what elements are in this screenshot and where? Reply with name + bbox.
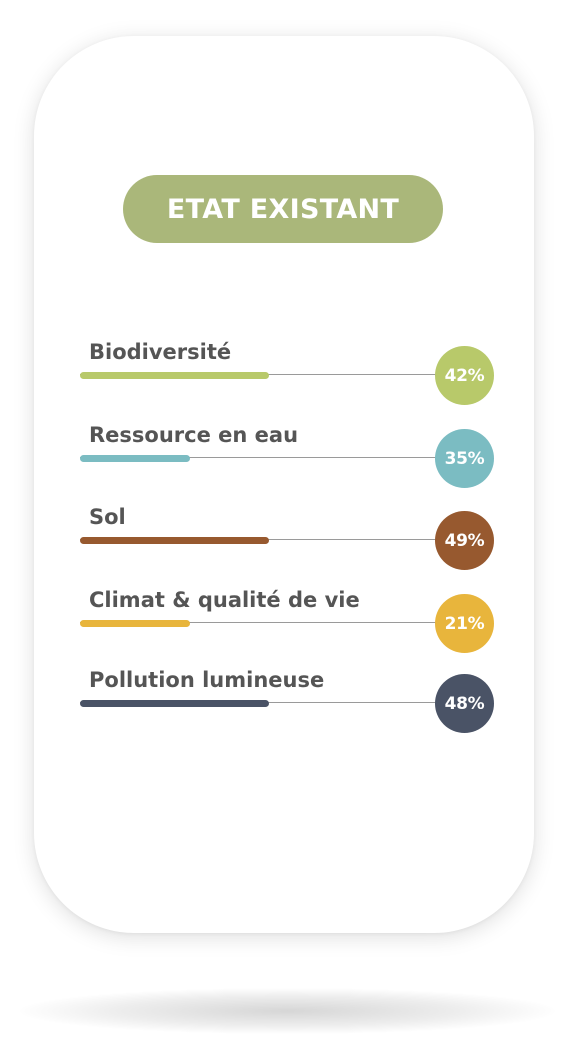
- metric-bar-fill: [80, 455, 190, 462]
- metric-bar-fill: [80, 620, 190, 627]
- metric-bar-fill: [80, 372, 269, 379]
- metric-label: Sol: [89, 505, 126, 529]
- metric-percent-badge: 48%: [435, 674, 494, 733]
- metric-sol: Sol 49%: [80, 505, 495, 570]
- metric-track: [80, 622, 465, 623]
- metric-track: [80, 374, 465, 375]
- metric-track: [80, 702, 465, 703]
- metric-label: Ressource en eau: [89, 423, 299, 447]
- metric-percent-badge: 49%: [435, 511, 494, 570]
- metric-track: [80, 539, 465, 540]
- metric-percent-badge: 42%: [435, 346, 494, 405]
- metric-percent-badge: 21%: [435, 594, 494, 653]
- title-badge: ETAT EXISTANT: [123, 175, 443, 243]
- metric-ressource-en-eau: Ressource en eau 35%: [80, 423, 495, 488]
- metric-track: [80, 457, 465, 458]
- metric-biodiversite: Biodiversité 42%: [80, 340, 495, 405]
- metric-percent-badge: 35%: [435, 429, 494, 488]
- metric-bar-fill: [80, 700, 269, 707]
- metric-bar-fill: [80, 537, 269, 544]
- metric-label: Biodiversité: [89, 340, 232, 364]
- metric-label: Pollution lumineuse: [89, 668, 325, 692]
- metric-climat-qualite-de-vie: Climat & qualité de vie 21%: [80, 588, 495, 653]
- metric-pollution-lumineuse: Pollution lumineuse 48%: [80, 668, 495, 733]
- metric-label: Climat & qualité de vie: [89, 588, 360, 612]
- card-floor-shadow: [20, 988, 555, 1034]
